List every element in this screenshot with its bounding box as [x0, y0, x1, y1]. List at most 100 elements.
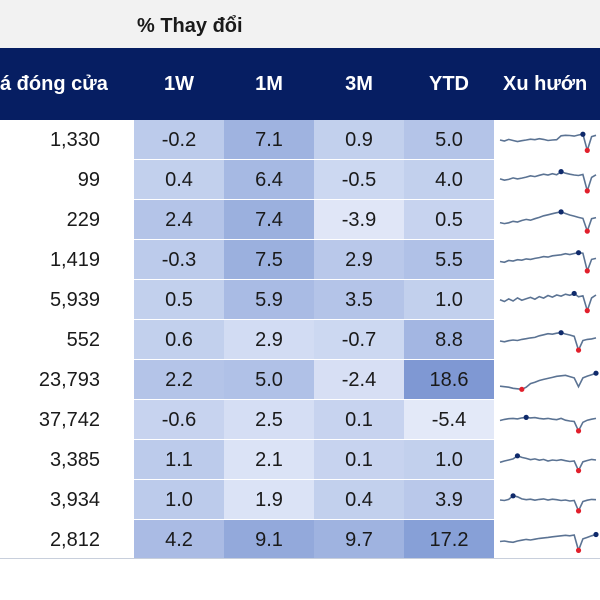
sparkline-low-marker	[575, 347, 582, 353]
closing-price-cell: 99	[77, 169, 100, 191]
trend-sparkline	[499, 131, 597, 154]
w1-change-cell: 1.1	[134, 440, 224, 480]
w1-change-cell: 0.5	[134, 280, 224, 320]
table-row[interactable]: 1,419 -0.3 7.5 2.9 5.5	[0, 240, 600, 280]
table-bottom-border	[0, 558, 600, 559]
trend-sparkline	[499, 453, 597, 474]
m3-change-cell: 0.9	[314, 120, 404, 160]
table-header: á đóng cửa 1W 1M 3M YTD Xu hướn	[0, 48, 600, 120]
header-trend[interactable]: Xu hướn	[503, 73, 588, 95]
ytd-change-cell: 4.0	[404, 160, 494, 200]
trend-sparkline	[499, 493, 597, 514]
w1-change-cell: 0.6	[134, 320, 224, 360]
table-row[interactable]: 37,742 -0.6 2.5 0.1 -5.4	[0, 400, 600, 440]
sparkline-path	[499, 251, 597, 274]
sparkline-path	[499, 292, 597, 314]
trend-sparkline	[499, 370, 599, 392]
sparkline-path	[499, 454, 597, 473]
sparkline-path	[499, 211, 597, 234]
sparkline-high-marker	[558, 169, 564, 175]
sparkline-path	[499, 133, 597, 154]
closing-price-cell: 37,742	[38, 409, 100, 431]
sparkline-path	[499, 372, 597, 391]
w1-change-cell: -0.6	[134, 400, 224, 440]
closing-price-cell: 3,934	[49, 489, 100, 511]
closing-price-cell: 2,812	[49, 529, 100, 551]
sparkline-high-marker	[514, 453, 521, 459]
ytd-change-cell: 5.0	[404, 120, 494, 160]
m1-change-cell: 5.9	[224, 280, 314, 320]
sparkline-path	[499, 494, 597, 513]
header-1w[interactable]: 1W	[164, 73, 194, 95]
sparkline-low-marker	[584, 147, 590, 153]
table-row[interactable]: 229 2.4 7.4 -3.9 0.5	[0, 200, 600, 240]
w1-change-cell: 4.2	[134, 520, 224, 560]
table-row[interactable]: 2,812 4.2 9.1 9.7 17.2	[0, 520, 600, 560]
m3-change-cell: 2.9	[314, 240, 404, 280]
closing-price-cell: 1,330	[49, 129, 100, 151]
m3-change-cell: -3.9	[314, 200, 404, 240]
sparkline-low-marker	[575, 468, 582, 474]
sparkline-high-marker	[523, 414, 529, 420]
trend-sparkline	[499, 169, 597, 194]
sparkline-path	[499, 416, 597, 433]
section-title-band	[0, 0, 600, 48]
closing-price-cell: 23,793	[38, 369, 100, 391]
table-row[interactable]: 23,793 2.2 5.0 -2.4 18.6	[0, 360, 600, 400]
closing-price-cell: 3,385	[49, 449, 100, 471]
sparkline-high-marker	[593, 370, 599, 376]
ytd-change-cell: 8.8	[404, 320, 494, 360]
sparkline-low-marker	[584, 308, 590, 314]
header-3m[interactable]: 3M	[345, 73, 373, 95]
ytd-change-cell: 0.5	[404, 200, 494, 240]
sparkline-low-marker	[584, 228, 590, 234]
m3-change-cell: -0.5	[314, 160, 404, 200]
closing-price-cell: 5,939	[49, 289, 100, 311]
trend-sparkline	[499, 330, 597, 353]
sparkline-high-marker	[575, 250, 582, 256]
closing-price-cell: 229	[66, 209, 100, 231]
table-row[interactable]: 99 0.4 6.4 -0.5 4.0	[0, 160, 600, 200]
header-1m[interactable]: 1M	[255, 73, 283, 95]
header-closing-price[interactable]: á đóng cửa	[0, 73, 108, 95]
w1-change-cell: 2.4	[134, 200, 224, 240]
table-row[interactable]: 552 0.6 2.9 -0.7 8.8	[0, 320, 600, 360]
ytd-change-cell: 18.6	[404, 360, 494, 400]
trend-sparkline	[499, 250, 597, 274]
w1-change-cell: -0.3	[134, 240, 224, 280]
sparkline-high-marker	[558, 330, 564, 336]
sparkline-high-marker	[571, 290, 577, 297]
m1-change-cell: 7.1	[224, 120, 314, 160]
sparkline-high-marker	[580, 131, 586, 137]
m1-change-cell: 7.4	[224, 200, 314, 240]
sparkline-path	[499, 533, 597, 553]
sparkline-low-marker	[584, 268, 590, 274]
ytd-change-cell: 1.0	[404, 440, 494, 480]
sparkline-path	[499, 170, 597, 194]
m1-change-cell: 2.1	[224, 440, 314, 480]
w1-change-cell: -0.2	[134, 120, 224, 160]
ytd-change-cell: -5.4	[404, 400, 494, 440]
sparkline-high-marker	[593, 531, 599, 538]
m3-change-cell: 0.4	[314, 480, 404, 520]
m3-change-cell: 0.1	[314, 400, 404, 440]
m1-change-cell: 6.4	[224, 160, 314, 200]
ytd-change-cell: 5.5	[404, 240, 494, 280]
table-row[interactable]: 3,934 1.0 1.9 0.4 3.9	[0, 480, 600, 520]
sparkline-high-marker	[558, 209, 564, 215]
sparkline-high-marker	[510, 493, 516, 499]
w1-change-cell: 1.0	[134, 480, 224, 520]
ytd-change-cell: 17.2	[404, 520, 494, 560]
sparkline-low-marker	[584, 188, 590, 194]
m1-change-cell: 1.9	[224, 480, 314, 520]
m3-change-cell: -0.7	[314, 320, 404, 360]
m3-change-cell: 9.7	[314, 520, 404, 560]
table-row[interactable]: 3,385 1.1 2.1 0.1 1.0	[0, 440, 600, 480]
header-ytd[interactable]: YTD	[429, 73, 469, 95]
m3-change-cell: -2.4	[314, 360, 404, 400]
sparkline-low-marker	[575, 508, 582, 514]
m1-change-cell: 5.0	[224, 360, 314, 400]
trend-sparkline	[499, 209, 597, 234]
table-row[interactable]: 1,330 -0.2 7.1 0.9 5.0	[0, 120, 600, 160]
table-row[interactable]: 5,939 0.5 5.9 3.5 1.0	[0, 280, 600, 320]
